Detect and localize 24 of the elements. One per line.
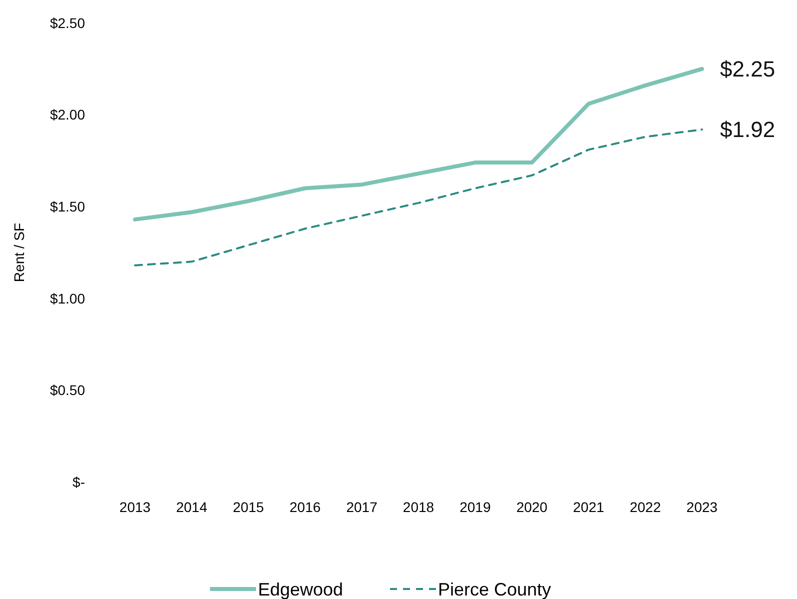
x-tick-label: 2013 xyxy=(119,499,151,515)
x-tick-label: 2015 xyxy=(232,499,264,515)
x-tick-label: 2020 xyxy=(516,499,548,515)
line-series xyxy=(133,66,704,222)
x-tick-label: 2014 xyxy=(176,499,208,515)
y-tick-label: $0.50 xyxy=(50,382,86,398)
legend-label: Pierce County xyxy=(438,579,552,599)
data-label: $2.25 xyxy=(720,56,776,82)
x-tick-label: 2016 xyxy=(290,499,321,515)
y-tick-label: $1.50 xyxy=(50,198,86,214)
legend-label: Edgewood xyxy=(258,579,344,599)
data-label: $1.92 xyxy=(720,117,776,142)
y-tick-label: $1.00 xyxy=(50,290,86,306)
x-tick-label: 2021 xyxy=(573,499,604,515)
line-series xyxy=(134,128,703,266)
y-axis-title: Rent / SF xyxy=(11,222,27,282)
y-tick-label: $2.00 xyxy=(50,106,86,123)
x-tick-label: 2019 xyxy=(460,499,491,515)
y-tick-label: $2.50 xyxy=(50,14,86,31)
x-tick-label: 2018 xyxy=(402,499,434,515)
x-tick-label: 2023 xyxy=(686,499,718,515)
x-tick-label: 2022 xyxy=(630,499,662,515)
y-tick-label: $- xyxy=(72,474,86,490)
x-tick-label: 2017 xyxy=(346,499,378,515)
